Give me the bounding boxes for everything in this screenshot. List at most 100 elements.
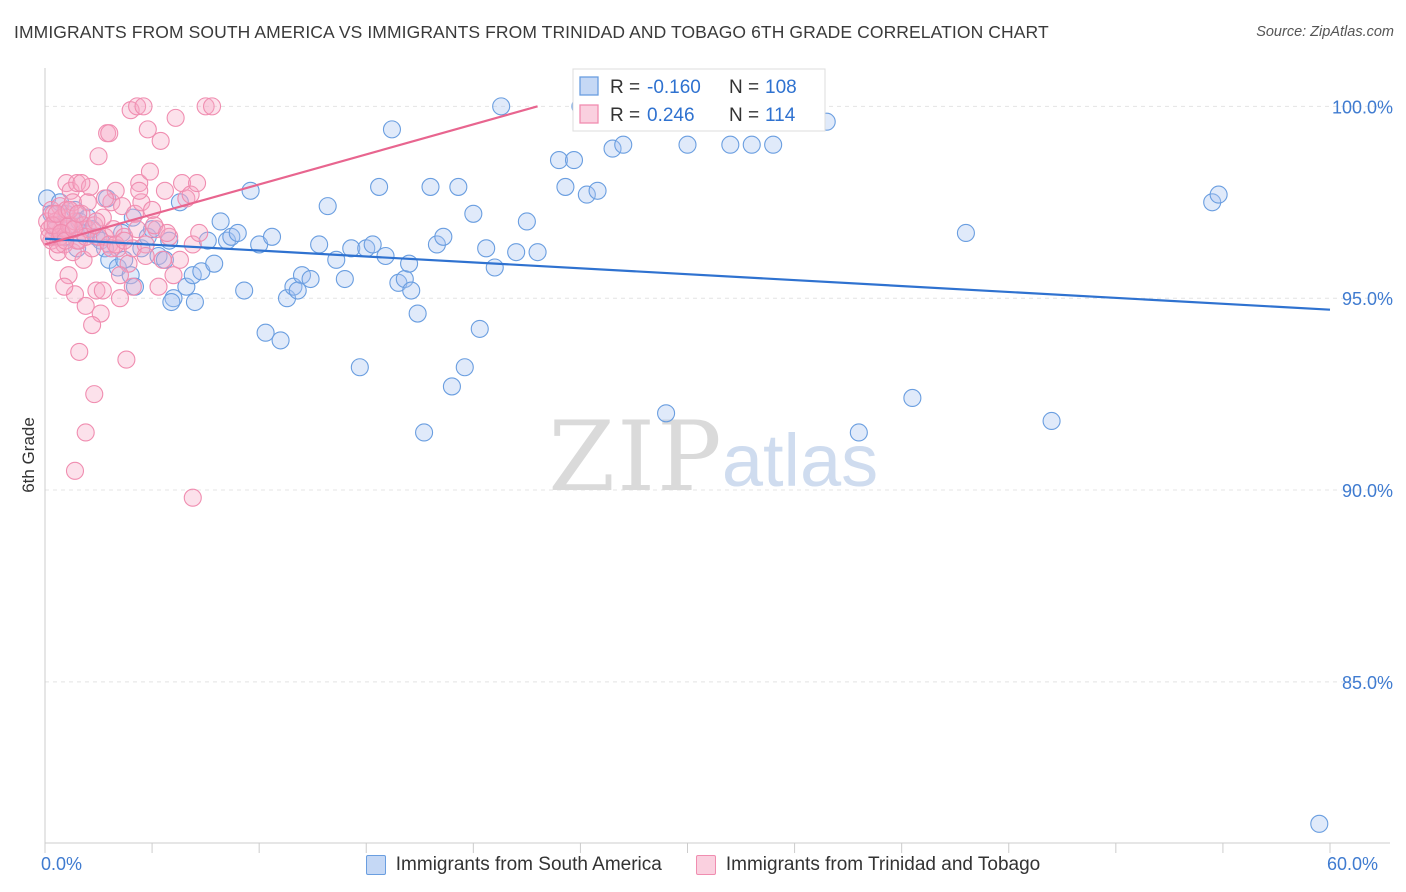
point-series-1	[134, 97, 153, 116]
point-series-1	[110, 266, 130, 285]
point-series-1	[60, 200, 79, 220]
axes	[44, 68, 1390, 853]
point-series-0	[1203, 193, 1222, 212]
point-series-0	[318, 197, 337, 216]
source-label: Source: ZipAtlas.com	[1256, 24, 1394, 40]
point-series-0	[262, 227, 282, 246]
point-series-1	[136, 246, 155, 266]
point-series-0	[301, 269, 320, 289]
point-series-1	[151, 131, 170, 150]
point-series-1	[115, 231, 134, 250]
stats-legend: R = -0.160 N = 108 R = 0.246 N = 114	[572, 68, 826, 132]
y-tick-label: 85.0%	[1342, 673, 1393, 693]
point-series-0	[742, 135, 761, 154]
point-series-1	[87, 281, 106, 300]
point-series-0	[657, 404, 676, 423]
point-series-0	[408, 304, 427, 323]
point-series-0	[1042, 411, 1061, 431]
point-series-0	[678, 135, 697, 154]
point-series-1	[138, 120, 157, 139]
point-series-1	[65, 461, 85, 480]
point-series-1	[76, 423, 95, 442]
point-series-0	[470, 319, 489, 338]
point-series-0	[310, 235, 329, 254]
point-series-0	[350, 358, 369, 377]
watermark-zip: ZIP	[548, 401, 723, 513]
stats-n-value: 108	[765, 77, 797, 98]
point-series-1	[130, 174, 149, 193]
point-series-1	[196, 97, 215, 116]
point-series-0	[442, 377, 461, 396]
y-tick-label: 100.0%	[1332, 97, 1393, 117]
point-series-1	[76, 296, 95, 315]
point-series-0	[1209, 185, 1228, 204]
point-series-0	[455, 358, 474, 377]
point-series-1	[155, 181, 174, 200]
point-series-0	[477, 239, 496, 258]
point-series-1	[128, 220, 147, 239]
point-series-0	[205, 254, 224, 273]
point-series-1	[158, 223, 177, 243]
point-series-0	[434, 227, 453, 246]
point-series-0	[903, 388, 922, 408]
point-series-1	[149, 277, 168, 296]
legend-label-trinidad-tobago: Immigrants from Trinidad and Tobago	[725, 854, 1041, 875]
legend-swatch-south-america	[365, 855, 386, 875]
legend-swatch-trinidad-tobago	[695, 855, 716, 875]
trend-line-series-0	[44, 237, 1331, 311]
point-series-1	[106, 235, 125, 254]
point-series-0	[427, 235, 446, 254]
point-series-0	[382, 120, 402, 139]
point-series-1	[83, 316, 102, 335]
point-series-1	[117, 350, 136, 369]
x-tick-label: 60.0%	[1327, 854, 1378, 874]
point-series-0	[185, 292, 204, 312]
stats-n-value: 114	[765, 105, 796, 126]
point-series-1	[153, 250, 172, 269]
watermark: ZIP atlas	[548, 401, 878, 513]
point-series-0	[271, 331, 290, 350]
point-series-1	[183, 488, 202, 507]
watermark-atlas: atlas	[722, 419, 878, 502]
point-series-0	[228, 223, 247, 243]
point-series-0	[577, 185, 596, 204]
point-series-0	[507, 243, 526, 262]
trend-line-series-1	[44, 105, 538, 246]
point-series-1	[70, 342, 89, 361]
point-series-1	[89, 147, 108, 166]
point-series-0	[556, 177, 575, 196]
point-series-0	[764, 135, 783, 154]
point-series-0	[603, 139, 622, 158]
point-series-0	[549, 151, 569, 170]
stats-r-label: R =	[610, 105, 640, 126]
point-series-0	[376, 246, 395, 266]
point-series-1	[128, 97, 147, 116]
stats-swatch-0	[579, 76, 599, 96]
trend-lines	[44, 105, 1331, 311]
point-series-1	[69, 204, 88, 223]
point-series-1	[130, 181, 149, 200]
point-series-1	[166, 108, 185, 127]
y-tick-label: 95.0%	[1342, 289, 1393, 309]
point-series-1	[123, 277, 142, 296]
legend-item-trinidad-tobago: Immigrants from Trinidad and Tobago	[695, 854, 1041, 876]
point-series-0	[211, 212, 230, 231]
point-series-1	[72, 174, 91, 193]
point-series-0	[121, 266, 140, 285]
point-series-0	[528, 243, 547, 262]
point-series-1	[170, 250, 189, 269]
point-series-0	[492, 97, 511, 116]
point-series-0	[256, 323, 275, 342]
axis-labels: 100.0% 95.0% 90.0% 85.0% 0.0% 60.0% 6th Grade	[19, 97, 1393, 874]
point-series-0	[614, 135, 633, 154]
point-series-1	[55, 277, 74, 296]
point-series-0	[335, 269, 354, 289]
point-series-1	[164, 266, 183, 285]
stats-r-label: R =	[610, 77, 640, 98]
chart-title: IMMIGRANTS FROM SOUTH AMERICA VS IMMIGRA…	[14, 22, 1049, 42]
stats-r-value: 0.246	[647, 105, 695, 126]
point-series-0	[342, 239, 361, 258]
point-series-1	[110, 289, 130, 308]
point-series-0	[183, 266, 202, 285]
